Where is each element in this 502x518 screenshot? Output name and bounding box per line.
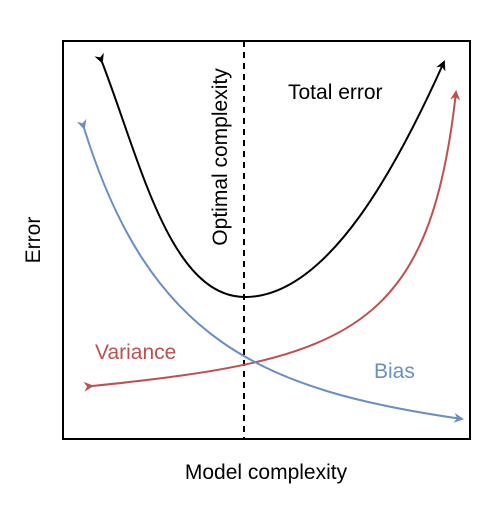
bias-curve — [76, 118, 464, 423]
x-axis-label: Model complexity — [185, 461, 348, 484]
bias-label: Bias — [374, 360, 415, 383]
total-error-label: Total error — [288, 81, 383, 104]
plot-frame — [62, 40, 471, 440]
optimal-complexity-label: Optimal complexity — [209, 68, 232, 246]
variance-label: Variance — [95, 341, 176, 364]
y-axis-label: Error — [22, 217, 45, 264]
total-error-curve — [94, 52, 446, 299]
